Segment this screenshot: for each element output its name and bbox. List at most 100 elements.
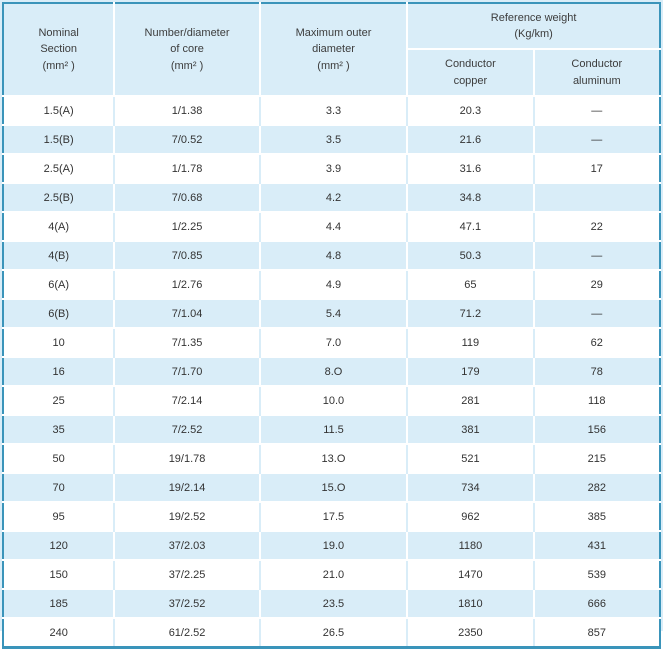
cell: 34.8 [406,183,534,212]
cell: 22 [532,212,660,241]
cell: 4.9 [258,270,408,299]
cell: 431 [532,531,660,560]
header-nominal-section: Nominal Section (mm² ) [3,3,115,96]
table-row: 2.5(B) 7/0.68 4.2 34.8 [3,183,660,212]
cell: 521 [406,444,534,473]
cell: 1/2.76 [113,270,260,299]
table-row: 10 7/1.35 7.0 119 62 [3,328,660,357]
cell: 7/1.04 [113,299,260,328]
cell: 1470 [406,560,534,589]
cell: 1/2.25 [113,212,260,241]
cell: 70 [52,481,65,494]
cell: 21.6 [406,125,534,154]
cell: 4(B) [48,249,70,262]
header-row-2: Conductor copper Conductor aluminum [3,49,660,96]
cell: 2.5(A) [43,162,74,175]
table-row: 120 37/2.03 19.0 1180 431 [3,531,660,560]
cell: 11.5 [258,415,408,444]
cell: 65 [406,270,534,299]
cell: 37/2.52 [113,589,260,618]
cell: 2350 [406,618,534,648]
cell: 19/2.52 [113,502,260,531]
cell: 150 [49,568,68,581]
cell: 61/2.52 [113,618,260,648]
table-row: 25 7/2.14 10.0 281 118 [3,386,660,415]
cell: — [532,299,660,328]
cell: 26.5 [258,618,408,648]
cell: 2.5(B) [43,191,74,204]
cell: 7/2.14 [113,386,260,415]
cell: 381 [406,415,534,444]
cell: 78 [532,357,660,386]
header-max-outer-diameter: Maximum outer diameter (mm² ) [258,3,408,96]
cell: 6(A) [48,278,70,291]
cell: 4.4 [258,212,408,241]
cell [532,183,660,212]
header-conductor-copper: Conductor copper [406,49,534,96]
cell: 7.0 [258,328,408,357]
cell: 6(B) [48,307,70,320]
cell: 21.0 [258,560,408,589]
cell: 962 [406,502,534,531]
cell: 23.5 [258,589,408,618]
cell: 282 [532,473,660,502]
cell: 3.3 [258,96,408,125]
cell: 17 [532,154,660,183]
cell: 16 [52,365,65,378]
cell: 7/2.52 [113,415,260,444]
table-row: 185 37/2.52 23.5 1810 666 [3,589,660,618]
cell: 3.5 [258,125,408,154]
cell: 7/0.85 [113,241,260,270]
cell: 4.2 [258,183,408,212]
cell: 179 [406,357,534,386]
cell: 10.0 [258,386,408,415]
cell: — [532,241,660,270]
cell: 1180 [406,531,534,560]
cell: 1.5(B) [43,133,74,146]
cell: 539 [532,560,660,589]
cell: 17.5 [258,502,408,531]
cell: 95 [52,510,65,523]
header-reference-weight: Reference weight (Kg/km) [406,3,660,50]
cell: 50 [52,452,65,465]
header-row-1: Nominal Section (mm² ) Number/diameter o… [3,3,660,96]
cell: 15.O [258,473,408,502]
cell: 25 [52,394,65,407]
cell: 35 [52,423,65,436]
cell: 5.4 [258,299,408,328]
cell: 3.9 [258,154,408,183]
cell: 185 [49,597,68,610]
cell: 281 [406,386,534,415]
cell: 215 [532,444,660,473]
cell: 47.1 [406,212,534,241]
header-core-number-diameter: Number/diameter of core (mm² ) [113,3,260,96]
cell: 62 [532,328,660,357]
cell: 240 [49,626,68,639]
cell: 13.O [258,444,408,473]
cell: 29 [532,270,660,299]
cell: 119 [406,328,534,357]
table-row: 16 7/1.70 8.O 179 78 [3,357,660,386]
cell: — [532,125,660,154]
cell: 20.3 [406,96,534,125]
table-row: 2.5(A) 1/1.78 3.9 31.6 17 [3,154,660,183]
cell: 1.5(A) [43,104,74,117]
cell: 7/0.68 [113,183,260,212]
cell: 666 [532,589,660,618]
cell: 50.3 [406,241,534,270]
cell: 1810 [406,589,534,618]
cell: 19/2.14 [113,473,260,502]
cell: 19.0 [258,531,408,560]
header-conductor-aluminum: Conductor aluminum [532,49,660,96]
cell: 118 [532,386,660,415]
table-row: 1.5(A) 1/1.38 3.3 20.3— [3,96,660,125]
cell: 37/2.25 [113,560,260,589]
table-row: 35 7/2.52 11.5 381 156 [3,415,660,444]
table-body: 1.5(A) 1/1.38 3.3 20.3—1.5(B) 7/0.52 3.5 21.6—… [3,96,660,648]
cell: 156 [532,415,660,444]
cell: 1/1.78 [113,154,260,183]
cell: 37/2.03 [113,531,260,560]
table-row: 240 61/2.52 26.5 2350 857 [3,618,660,648]
